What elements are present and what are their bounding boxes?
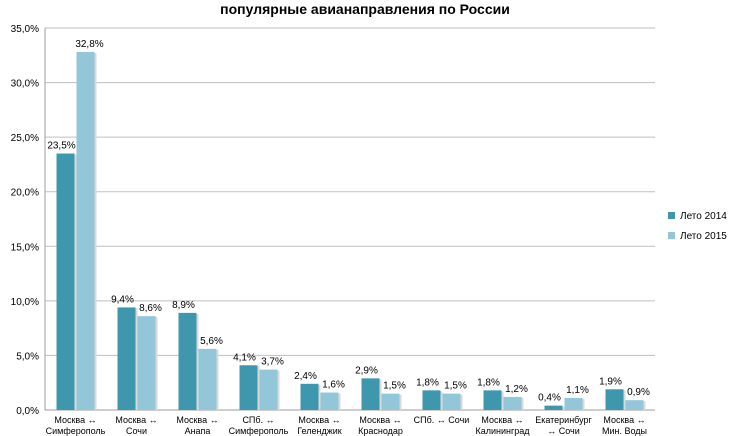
data-label: 1,5% — [444, 381, 467, 392]
bar — [117, 307, 136, 410]
data-label: 9,4% — [111, 294, 134, 305]
data-label: 5,6% — [200, 336, 223, 347]
legend-label: Лето 2014 — [680, 211, 727, 222]
x-tick-label: Москва ↔ — [176, 415, 218, 425]
data-label: 1,8% — [477, 377, 500, 388]
x-tick-label: Москва ↔ — [481, 415, 523, 425]
x-tick-label: ↔ Сочи — [547, 426, 580, 436]
bar — [76, 52, 95, 411]
data-label: 8,9% — [172, 300, 195, 311]
data-label: 2,4% — [294, 371, 317, 382]
y-tick-label: 25,0% — [11, 133, 39, 144]
chart-title: популярные авианаправления по России — [220, 1, 510, 17]
x-tick-label: Москва ↔ — [54, 415, 96, 425]
bar — [605, 389, 624, 410]
bar — [300, 383, 319, 410]
x-tick-label: Мин. Воды — [602, 426, 647, 436]
x-tick-label: Москва ↔ — [298, 415, 340, 425]
data-label: 0,4% — [538, 393, 561, 404]
y-tick-label: 35,0% — [11, 24, 39, 35]
bar — [137, 316, 156, 410]
x-tick-label: СПб. ↔ — [242, 415, 274, 425]
data-label: 1,8% — [416, 377, 439, 388]
data-label: 8,6% — [139, 303, 162, 314]
bar — [56, 153, 75, 410]
data-label: 1,9% — [599, 376, 622, 387]
data-label: 4,1% — [233, 352, 256, 363]
bar — [178, 312, 197, 410]
bar — [422, 390, 441, 410]
x-tick-label: Симферополь — [46, 426, 106, 436]
bar — [544, 405, 563, 410]
bar — [198, 348, 217, 410]
x-tick-label: Геленджик — [297, 426, 342, 436]
data-label: 1,2% — [505, 384, 528, 395]
x-tick-label: Симферополь — [229, 426, 289, 436]
legend-swatch — [668, 212, 675, 219]
legend-swatch — [668, 232, 675, 239]
y-tick-label: 20,0% — [11, 188, 39, 199]
x-tick-label: Калининград — [475, 426, 530, 436]
data-label: 23,5% — [47, 141, 75, 152]
x-tick-label: Москва ↔ — [603, 415, 645, 425]
x-tick-label: Анапа — [185, 426, 211, 436]
data-label: 0,9% — [627, 387, 650, 398]
data-label: 1,5% — [383, 381, 406, 392]
bar — [259, 369, 278, 410]
x-tick-label: Екатеринбург — [535, 415, 592, 425]
legend-label: Лето 2015 — [680, 231, 727, 242]
data-label: 1,1% — [566, 385, 589, 396]
y-tick-label: 10,0% — [11, 297, 39, 308]
x-tick-label: Москва ↔ — [359, 415, 401, 425]
bar — [625, 400, 644, 410]
y-tick-label: 15,0% — [11, 242, 39, 253]
y-tick-label: 0,0% — [16, 406, 39, 417]
bar — [503, 396, 522, 410]
x-tick-label: Москва ↔ — [115, 415, 157, 425]
y-tick-label: 30,0% — [11, 79, 39, 90]
data-label: 1,6% — [322, 380, 345, 391]
x-tick-label: Сочи — [126, 426, 147, 436]
bar — [361, 378, 380, 410]
data-label: 32,8% — [75, 39, 103, 50]
x-tick-label: Краснодар — [358, 426, 403, 436]
x-tick-label: СПб. ↔ Сочи — [414, 415, 470, 425]
bar — [483, 390, 502, 410]
bar — [442, 393, 461, 410]
bar — [239, 365, 258, 410]
data-label: 2,9% — [355, 365, 378, 376]
bar — [320, 392, 339, 410]
y-tick-label: 5,0% — [16, 351, 39, 362]
bar — [381, 393, 400, 410]
data-label: 3,7% — [261, 357, 284, 368]
bar — [564, 397, 583, 410]
